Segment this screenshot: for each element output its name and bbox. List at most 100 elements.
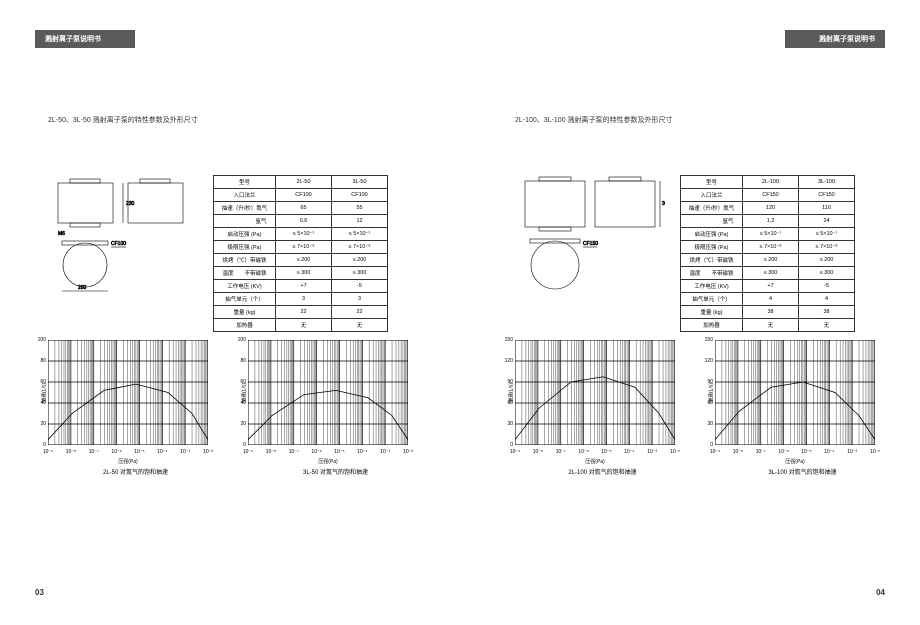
spec-cell: ≤ 7×10⁻⁸	[743, 241, 799, 254]
spec-cell: ≤ 300	[799, 267, 855, 280]
chart-left-2: 02040608010010⁻⁹10⁻⁸10⁻⁷10⁻⁶10⁻⁵10⁻⁴10⁻³…	[248, 340, 423, 476]
spec-cell: 启动压强 (Pa)	[214, 228, 276, 241]
spec-cell: 65	[276, 202, 332, 215]
x-tick: 10⁻⁸	[733, 449, 743, 455]
spec-cell: CF150	[799, 189, 855, 202]
spec-cell: 120	[743, 202, 799, 215]
spec-cell: 38	[743, 306, 799, 319]
dimension-drawing-left: 230 CF100 M6 260	[48, 175, 198, 295]
x-tick: 10⁻³	[847, 449, 857, 455]
spec-cell: 极限压强 (Pa)	[214, 241, 276, 254]
spec-cell: ≤ 7×10⁻⁸	[276, 241, 332, 254]
x-tick: 10⁻⁴	[357, 449, 367, 455]
spec-cell: +7	[276, 280, 332, 293]
spec-cell: 型号	[214, 176, 276, 189]
spec-cell: 38	[799, 306, 855, 319]
x-tick: 10⁻⁷	[556, 449, 566, 455]
spec-cell: 型号	[681, 176, 743, 189]
chart-caption: 3L-100 对氮气的饱和抽速	[715, 467, 890, 476]
x-tick: 10⁻⁸	[66, 449, 76, 455]
x-tick: 10⁻⁹	[510, 449, 520, 455]
spec-cell: 22	[332, 306, 388, 319]
chart-svg	[248, 340, 408, 445]
spec-cell: -5	[799, 280, 855, 293]
spec-cell: 氩气	[214, 215, 276, 228]
chart-caption: 2L-50 对氮气的饱和抽速	[48, 467, 223, 476]
x-tick: 10⁻⁹	[243, 449, 253, 455]
x-tick: 10⁻⁹	[710, 449, 720, 455]
chart-svg	[515, 340, 675, 445]
spec-cell: 入口法兰	[681, 189, 743, 202]
y-tick: 80	[32, 358, 46, 364]
header-bar-left: 溅射离子泵说明书	[35, 30, 135, 48]
spec-cell: +7	[743, 280, 799, 293]
x-tick: 10⁻³	[380, 449, 390, 455]
page-number-left: 03	[35, 588, 44, 597]
specs-row-right: 300 CF150 型号2L-1003L-100入口法兰CF150CF150抽速…	[515, 175, 855, 332]
spec-cell: 22	[276, 306, 332, 319]
svg-text:CF150: CF150	[583, 241, 598, 247]
x-tick: 10⁻⁸	[533, 449, 543, 455]
spec-cell: ≤ 7×10⁻⁸	[799, 241, 855, 254]
x-tick: 10⁻²	[870, 449, 880, 455]
y-tick: 120	[499, 358, 513, 364]
x-tick: 10⁻⁶	[111, 449, 121, 455]
page-right: 溅射离子泵说明书 2L-100、3L-100 溅射离子泵的特性参数及外形尺寸 3…	[460, 0, 920, 625]
spec-cell: 24	[799, 215, 855, 228]
section-title-right: 2L-100、3L-100 溅射离子泵的特性参数及外形尺寸	[515, 115, 673, 125]
spec-cell: ≤ 200	[799, 254, 855, 267]
spec-cell: 抽气单元（个）	[681, 293, 743, 306]
x-tick: 10⁻⁶	[311, 449, 321, 455]
svg-text:230: 230	[126, 201, 135, 207]
x-tick: 10⁻⁴	[824, 449, 834, 455]
chart-svg	[715, 340, 875, 445]
x-tick: 10⁻⁶	[578, 449, 588, 455]
y-tick: 100	[32, 337, 46, 343]
spec-cell: 2L-100	[743, 176, 799, 189]
svg-text:CF100: CF100	[111, 241, 126, 247]
spec-cell: ≤ 300	[332, 267, 388, 280]
x-axis-label: 压强(Pa)	[785, 458, 804, 465]
spec-cell: 3	[276, 293, 332, 306]
spec-cell: 氩气	[681, 215, 743, 228]
section-title-left: 2L-50、3L-50 溅射离子泵的特性参数及外形尺寸	[48, 115, 198, 125]
x-axis-label: 压强(Pa)	[118, 458, 137, 465]
dimension-drawing-right: 300 CF150	[515, 175, 665, 295]
y-tick: 20	[232, 421, 246, 427]
spec-cell: 4	[799, 293, 855, 306]
svg-text:M6: M6	[58, 231, 65, 237]
spec-cell: CF150	[743, 189, 799, 202]
spec-cell: 1.2	[743, 215, 799, 228]
y-tick: 120	[699, 358, 713, 364]
y-axis-label: 抽速(L/s)	[708, 382, 715, 402]
x-tick: 10⁻⁷	[289, 449, 299, 455]
x-tick: 10⁻⁹	[43, 449, 53, 455]
y-axis-label: 抽速(L/s)	[41, 382, 48, 402]
y-tick: 30	[499, 421, 513, 427]
spec-cell: ≤ 5×10⁻¹	[743, 228, 799, 241]
x-tick: 10⁻³	[180, 449, 190, 455]
spec-cell: 3L-100	[799, 176, 855, 189]
svg-text:300: 300	[662, 201, 665, 207]
x-tick: 10⁻⁴	[624, 449, 634, 455]
spec-cell: 12	[332, 215, 388, 228]
spec-cell: 工作电压 (KV)	[214, 280, 276, 293]
chart-right-2: 030609012015010⁻⁹10⁻⁸10⁻⁷10⁻⁶10⁻⁵10⁻⁴10⁻…	[715, 340, 890, 476]
spec-cell: 工作电压 (KV)	[681, 280, 743, 293]
spec-table-right: 型号2L-1003L-100入口法兰CF150CF150抽速（升/秒）氮气120…	[680, 175, 855, 332]
spec-cell: ≤ 5×10⁻¹	[799, 228, 855, 241]
y-tick: 30	[699, 421, 713, 427]
x-tick: 10⁻⁵	[801, 449, 811, 455]
spec-cell: ≤ 300	[743, 267, 799, 280]
spec-cell: 4	[743, 293, 799, 306]
x-axis-label: 压强(Pa)	[318, 458, 337, 465]
spec-cell: 3	[332, 293, 388, 306]
x-tick: 10⁻⁷	[89, 449, 99, 455]
x-axis-label: 压强(Pa)	[585, 458, 604, 465]
x-tick: 10⁻⁵	[334, 449, 344, 455]
spec-cell: 无	[799, 319, 855, 332]
x-tick: 10⁻³	[647, 449, 657, 455]
spec-cell: ≤ 5×10⁻¹	[332, 228, 388, 241]
x-tick: 10⁻⁸	[266, 449, 276, 455]
y-axis-label: 抽速(L/s)	[508, 382, 515, 402]
